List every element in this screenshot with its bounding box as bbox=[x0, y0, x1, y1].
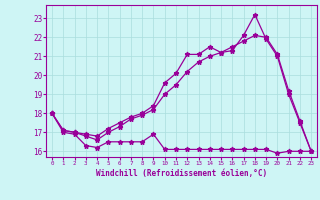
X-axis label: Windchill (Refroidissement éolien,°C): Windchill (Refroidissement éolien,°C) bbox=[96, 169, 267, 178]
